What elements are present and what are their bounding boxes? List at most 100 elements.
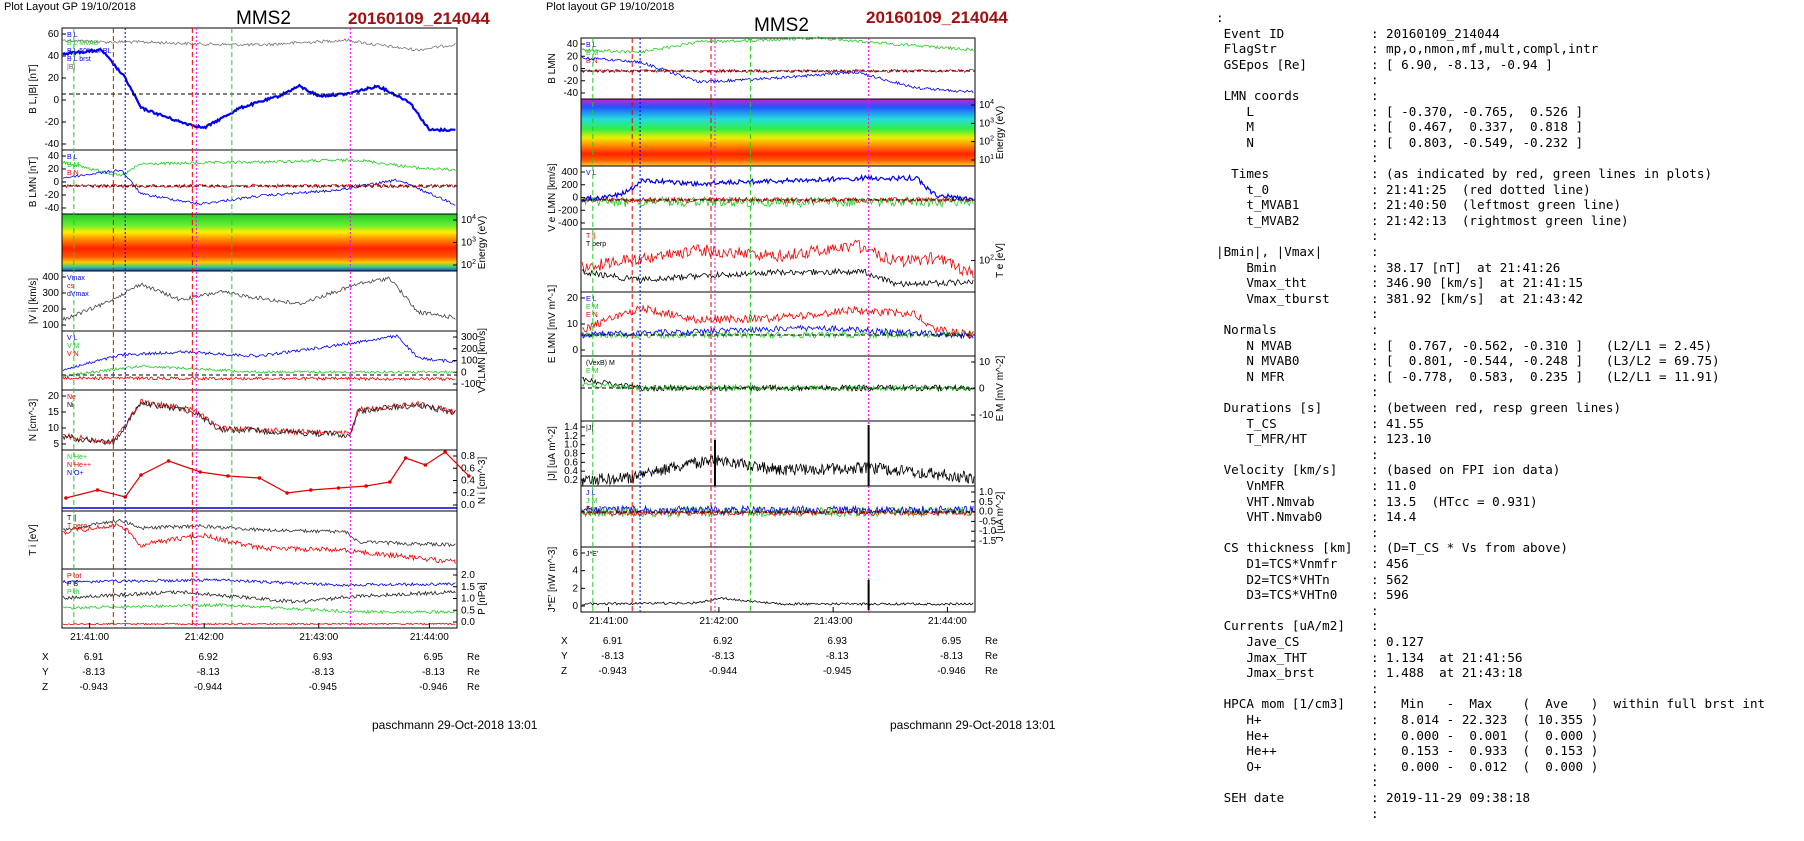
- y-tick-label: 200: [561, 180, 578, 191]
- spectrogram-column: [589, 99, 593, 166]
- summary-key: SEH date: [1216, 790, 1285, 805]
- summary-colon: :: [1371, 290, 1379, 306]
- y-tick-label: 103: [461, 237, 476, 249]
- coord-value: 6.91: [84, 652, 104, 663]
- legend-entry: Vmax: [67, 275, 85, 282]
- summary-value: [ 0.801, -0.544, -0.248 ] (L3/L2 = 69.75…: [1386, 353, 1720, 369]
- series-line: [581, 597, 974, 606]
- spectrogram-column: [867, 99, 871, 166]
- y-tick-label: 0.8: [564, 449, 578, 460]
- spectrogram-column: [583, 99, 586, 166]
- spectrogram-column: [924, 99, 928, 166]
- y-tick-label: 10: [48, 423, 60, 434]
- y-tick-label: 40: [48, 151, 60, 162]
- spectrogram-column: [274, 214, 278, 271]
- spectrogram-column: [970, 99, 974, 166]
- summary-key: HPCA mom [1/cm3]: [1216, 696, 1345, 712]
- summary-colon: :: [1371, 384, 1379, 400]
- legend-entry: B L: [586, 42, 597, 49]
- series-line: [62, 578, 456, 588]
- spectrogram-column: [780, 99, 783, 166]
- spectrogram-column: [937, 99, 941, 166]
- spectrogram-column: [742, 99, 746, 166]
- y-tick-label: 0.0: [461, 500, 475, 511]
- spectrogram-column: [950, 99, 954, 166]
- spectrogram-column: [195, 214, 199, 271]
- y-tick-label: 1.0: [461, 594, 475, 605]
- spectrogram-column: [613, 99, 617, 166]
- summary-colon: :: [1371, 727, 1379, 743]
- spectrogram-column: [241, 214, 245, 271]
- spectrogram-column: [397, 214, 401, 271]
- spectrogram-column: [635, 99, 639, 166]
- spectrogram-column: [446, 214, 449, 271]
- spectrogram-column: [933, 99, 937, 166]
- summary-colon: :: [1371, 88, 1379, 103]
- spectrogram-column: [261, 214, 265, 271]
- coord-value: 6.93: [827, 636, 847, 647]
- spectrogram-column: [585, 99, 589, 166]
- panel-frame: [61, 449, 458, 512]
- summary-colon: :: [1371, 556, 1379, 571]
- summary-key: O+: [1216, 758, 1262, 774]
- spectrogram-column: [395, 214, 399, 271]
- spectrogram-column: [224, 214, 228, 271]
- summary-colon: :: [1371, 509, 1379, 525]
- summary-value: 14.4: [1386, 509, 1417, 525]
- coord-label: X: [42, 652, 49, 663]
- spectrogram-column: [173, 214, 177, 271]
- he-density-point: [198, 470, 203, 474]
- summary-key: L: [1216, 103, 1254, 119]
- series-line: [62, 158, 456, 177]
- summary-key: GSEpos [Re]: [1216, 56, 1307, 72]
- summary-key: N MFR: [1216, 368, 1285, 384]
- x-tick-label: 21:42:00: [185, 632, 224, 643]
- spectrogram-column: [88, 214, 92, 271]
- y-tick-label: 400: [42, 272, 59, 283]
- summary-colon: :: [1371, 41, 1379, 57]
- spectrogram-column: [694, 99, 698, 166]
- spectrogram-column: [727, 99, 731, 166]
- legend-entry: J M: [586, 498, 597, 505]
- y-tick-label: 40: [48, 51, 60, 62]
- spectrogram-column: [424, 214, 427, 271]
- y-tick-label: 20: [48, 391, 60, 402]
- series-line: [62, 276, 456, 322]
- spectrogram-column: [637, 99, 641, 166]
- spectrogram-column: [237, 214, 241, 271]
- y-tick-label: 0.6: [461, 463, 475, 474]
- spectrogram-column: [670, 99, 674, 166]
- summary-value: 11.0: [1386, 478, 1417, 493]
- spectrogram-column: [277, 214, 280, 271]
- series-line: [62, 398, 456, 445]
- summary-value: (as indicated by red, green lines in plo…: [1386, 166, 1713, 181]
- spectrogram-column: [716, 99, 720, 166]
- spectrogram-column: [821, 99, 825, 166]
- spectrogram-column: [626, 99, 630, 166]
- y-tick-label: 102: [979, 136, 994, 148]
- legend-entry: B M: [586, 50, 599, 57]
- spectrogram-column: [834, 99, 838, 166]
- spectrogram-column: [740, 99, 744, 166]
- spectrogram-column: [340, 214, 344, 271]
- summary-key: Normals: [1216, 322, 1277, 337]
- spectrogram-column: [127, 214, 131, 271]
- he-density-point: [226, 474, 230, 478]
- summary-key: Velocity [km/s]: [1216, 462, 1338, 478]
- coord-value: 6.92: [198, 652, 218, 663]
- coord-unit: Re: [467, 667, 480, 678]
- summary-colon: :: [1371, 805, 1379, 821]
- spectrogram-column: [143, 214, 146, 271]
- panel-nhe: 0.80.6 0.40.20.0N i [cm^-3] N He+N He++N O…: [61, 449, 488, 512]
- summary-key: Event ID: [1216, 25, 1285, 41]
- coord-label: Y: [561, 651, 568, 662]
- x-tick-label: 21:43:00: [814, 616, 853, 627]
- spectrogram-column: [294, 214, 298, 271]
- spectrogram-column: [948, 99, 952, 166]
- y-tick-label: 0.5: [461, 605, 475, 616]
- spectrogram-column: [880, 99, 884, 166]
- spectrogram-column: [668, 99, 672, 166]
- spectrogram-column: [935, 99, 939, 166]
